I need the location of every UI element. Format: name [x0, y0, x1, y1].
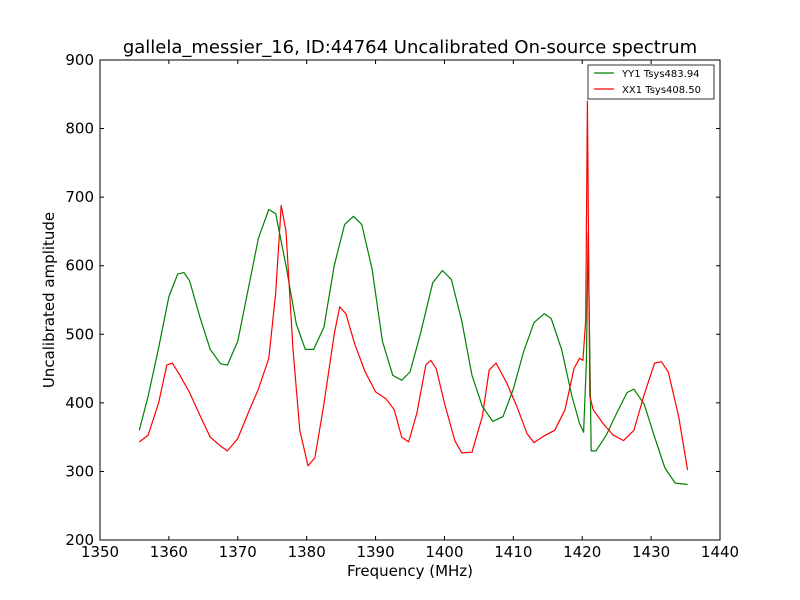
y-tick-label: 900 — [65, 51, 94, 69]
x-axis-label: Frequency (MHz) — [347, 562, 473, 580]
y-tick-label: 800 — [65, 120, 94, 138]
y-tick-label: 200 — [65, 531, 94, 549]
y-axis-label: Uncalibrated amplitude — [40, 212, 58, 388]
legend-label-xx1: XX1 Tsys408.50 — [622, 85, 701, 96]
x-tick-label: 1430 — [632, 543, 670, 561]
chart-title: gallela_messier_16, ID:44764 Uncalibrate… — [123, 37, 697, 58]
x-tick-label: 1440 — [701, 543, 739, 561]
x-tick-label: 1360 — [150, 543, 188, 561]
x-tick-label: 1350 — [81, 543, 119, 561]
y-axis-ticks: 200 300 400 500 600 700 800 900 — [65, 51, 720, 549]
x-tick-label: 1420 — [563, 543, 601, 561]
x-tick-label: 1390 — [356, 543, 394, 561]
series-line-xx1 — [138, 100, 689, 471]
plot-lines — [138, 100, 689, 486]
y-tick-label: 400 — [65, 394, 94, 412]
series-line-yy1 — [138, 208, 688, 486]
x-tick-label: 1380 — [288, 543, 326, 561]
x-tick-label: 1370 — [219, 543, 257, 561]
x-tick-label: 1410 — [494, 543, 532, 561]
plot-frame — [99, 59, 721, 541]
y-tick-label: 600 — [65, 257, 94, 275]
legend-box — [587, 64, 715, 100]
legend-label-yy1: YY1 Tsys483.94 — [621, 69, 700, 80]
legend: YY1 Tsys483.94 XX1 Tsys408.50 — [587, 64, 715, 100]
x-axis-ticks: 1350 1360 1370 1380 1390 1400 1410 1420 1430 1440 — [81, 60, 739, 561]
y-tick-label: 700 — [65, 188, 94, 206]
x-tick-label: 1400 — [425, 543, 463, 561]
y-tick-label: 300 — [65, 462, 94, 480]
y-tick-label: 500 — [65, 325, 94, 343]
